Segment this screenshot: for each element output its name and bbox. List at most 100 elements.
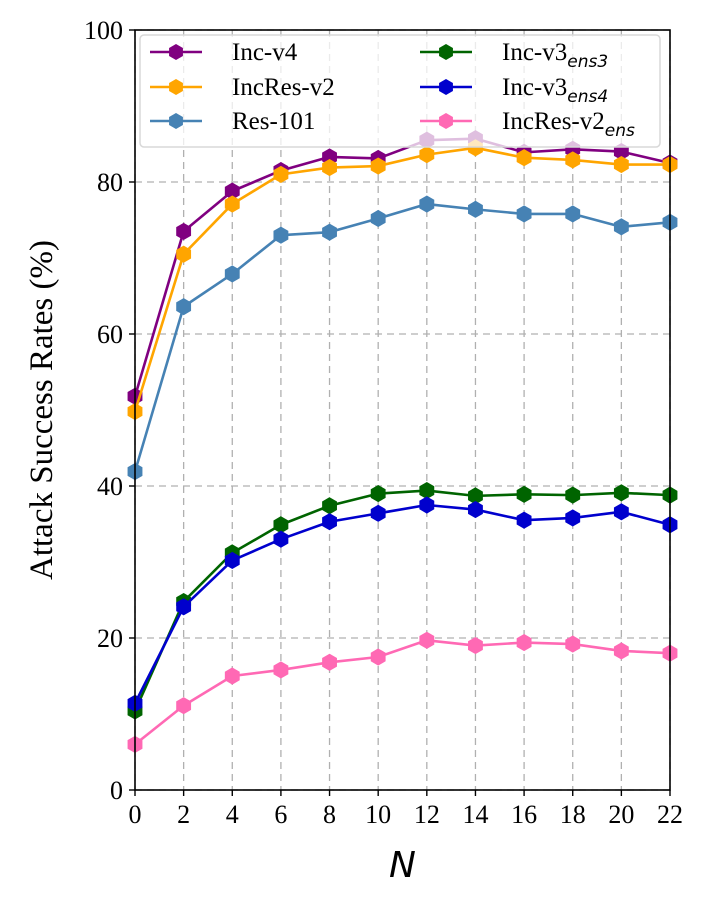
legend-marker xyxy=(169,113,183,129)
legend-marker xyxy=(439,44,453,60)
data-point xyxy=(273,165,289,183)
data-point xyxy=(468,637,483,655)
data-point xyxy=(322,497,337,515)
data-point xyxy=(176,245,192,263)
x-tick-label: 10 xyxy=(365,800,391,829)
series-IncRes-v2 xyxy=(127,139,678,421)
x-tick-label: 2 xyxy=(177,800,190,829)
data-point xyxy=(224,195,240,213)
data-point xyxy=(613,642,629,660)
data-point xyxy=(370,485,386,503)
x-tick-label: 16 xyxy=(511,800,537,829)
series-line xyxy=(133,137,671,397)
legend-box xyxy=(139,34,661,148)
data-point xyxy=(613,503,629,521)
data-point xyxy=(370,209,386,228)
legend-label: Inc-v3ens3 xyxy=(502,39,608,72)
x-tick-label: 0 xyxy=(129,800,142,829)
legend-item: Res-101 xyxy=(150,108,315,135)
legend-item: Inc-v3ens3 xyxy=(420,39,608,72)
data-point xyxy=(613,218,629,236)
y-tick-label: 80 xyxy=(97,168,123,197)
y-axis-label: Attack Success Rates (%) xyxy=(24,240,60,580)
y-tick-label: 100 xyxy=(84,16,123,45)
data-point xyxy=(613,155,629,174)
data-point xyxy=(370,648,386,666)
x-tick-label: 18 xyxy=(560,800,586,829)
y-tick-label: 0 xyxy=(110,776,123,805)
x-tick-label: 14 xyxy=(462,800,488,829)
data-point xyxy=(224,667,240,685)
data-point xyxy=(516,485,532,503)
series-line xyxy=(133,489,671,712)
series-Inc-v4 xyxy=(127,130,678,405)
legend-marker xyxy=(439,79,453,95)
x-tick-label: 12 xyxy=(414,800,440,829)
x-tick-label: 4 xyxy=(226,800,239,829)
x-tick-label: 6 xyxy=(274,800,287,829)
data-point xyxy=(516,633,532,652)
data-point xyxy=(322,653,337,671)
data-point xyxy=(273,516,289,534)
series-line xyxy=(133,202,671,472)
series-layer xyxy=(127,130,678,753)
series-IncRes-v2ens xyxy=(127,631,678,753)
data-point xyxy=(419,146,435,164)
x-tick-label: 8 xyxy=(323,800,336,829)
data-point xyxy=(273,226,289,244)
data-point xyxy=(176,222,192,240)
legend-item: IncRes-v2 xyxy=(150,74,335,101)
data-point xyxy=(273,530,289,548)
data-point xyxy=(613,484,629,502)
y-tick-label: 60 xyxy=(97,320,123,349)
legend-item: IncRes-v2ens xyxy=(420,108,635,141)
x-axis-label: N xyxy=(389,845,416,886)
data-point xyxy=(565,205,581,223)
legend-item: Inc-v4 xyxy=(150,39,298,66)
data-point xyxy=(176,697,192,715)
series-line xyxy=(133,503,671,704)
series-Res-101 xyxy=(127,195,678,481)
data-point xyxy=(322,158,337,177)
data-point xyxy=(565,635,581,653)
legend-label: IncRes-v2 xyxy=(232,74,335,101)
data-point xyxy=(565,486,581,504)
legend-marker xyxy=(439,113,453,129)
series-Inc-v3ens3 xyxy=(127,481,678,720)
data-point xyxy=(516,205,532,223)
axes xyxy=(134,29,671,791)
ticks: 0 2 4 6 8 10 12 14 16 18 20 22 0 20 40 60 80 100 xyxy=(84,16,683,829)
data-point xyxy=(224,265,240,283)
data-point xyxy=(370,157,386,175)
legend: Inc-v4 IncRes-v2 Res-101 Inc-v3ens3Inc-v3en… xyxy=(139,34,661,148)
data-point xyxy=(419,195,435,213)
data-point xyxy=(468,500,483,519)
data-point xyxy=(176,298,192,316)
data-point xyxy=(419,481,435,500)
data-point xyxy=(176,598,192,616)
data-point xyxy=(516,511,532,529)
data-point xyxy=(419,496,435,514)
data-point xyxy=(370,504,386,522)
legend-label: Inc-v4 xyxy=(232,39,298,66)
y-tick-label: 20 xyxy=(97,624,123,653)
x-tick-label: 22 xyxy=(657,800,683,829)
data-point xyxy=(322,513,337,531)
legend-marker xyxy=(169,44,183,60)
data-point xyxy=(224,551,240,570)
series-line xyxy=(133,146,670,412)
data-point xyxy=(322,223,337,241)
legend-marker xyxy=(169,79,183,95)
x-tick-label: 20 xyxy=(608,800,634,829)
data-point xyxy=(565,151,581,169)
data-point xyxy=(565,509,581,527)
legend-label: IncRes-v2ens xyxy=(502,108,635,141)
data-point xyxy=(468,200,483,218)
plot-frame xyxy=(134,29,671,791)
data-point xyxy=(419,631,435,649)
legend-label: Res-101 xyxy=(232,108,315,135)
series-Inc-v3ens4 xyxy=(127,496,678,712)
series-line xyxy=(134,638,671,746)
data-point xyxy=(273,661,289,679)
